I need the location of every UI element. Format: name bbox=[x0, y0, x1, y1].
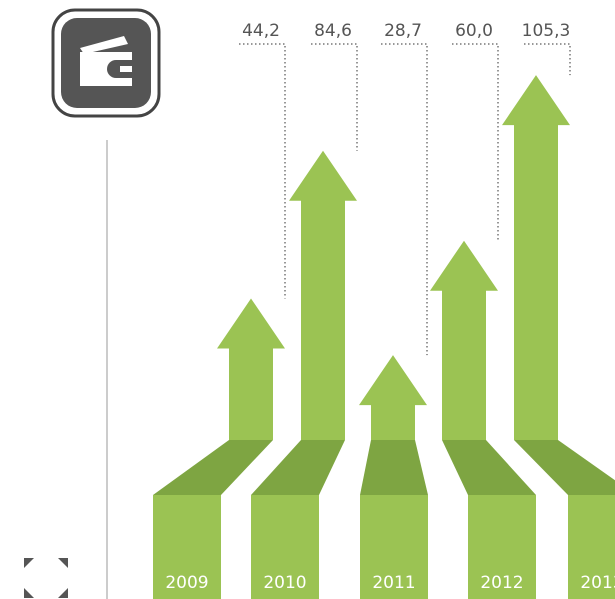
leader-line bbox=[311, 43, 358, 151]
leader-line bbox=[452, 43, 499, 241]
base-block bbox=[360, 495, 428, 599]
arrow bbox=[217, 298, 285, 440]
leader-line bbox=[524, 43, 571, 76]
year-label: 2009 bbox=[165, 573, 208, 593]
value-label: 44,2 bbox=[242, 21, 280, 41]
arrow bbox=[502, 75, 570, 440]
wallet-icon bbox=[51, 8, 161, 118]
leader-line bbox=[381, 43, 428, 356]
value-label: 60,0 bbox=[455, 21, 493, 41]
value-label: 28,7 bbox=[384, 21, 422, 41]
base-block bbox=[468, 495, 536, 599]
bend bbox=[514, 440, 615, 495]
year-label: 2013 bbox=[580, 573, 615, 593]
arrow bbox=[289, 150, 357, 441]
arrow bbox=[359, 355, 427, 440]
bend bbox=[360, 440, 428, 495]
expand-icon bbox=[24, 558, 68, 598]
arrow bbox=[430, 240, 498, 440]
bend bbox=[153, 440, 273, 495]
base-block bbox=[153, 495, 221, 599]
bend bbox=[251, 440, 345, 495]
year-label: 2010 bbox=[263, 573, 306, 593]
base-block bbox=[568, 495, 615, 599]
year-label: 2011 bbox=[372, 573, 415, 593]
value-label: 84,6 bbox=[314, 21, 352, 41]
year-label: 2012 bbox=[480, 573, 523, 593]
value-label: 105,3 bbox=[522, 21, 571, 41]
bend bbox=[442, 440, 536, 495]
base-block bbox=[251, 495, 319, 599]
leader-line bbox=[239, 43, 286, 299]
